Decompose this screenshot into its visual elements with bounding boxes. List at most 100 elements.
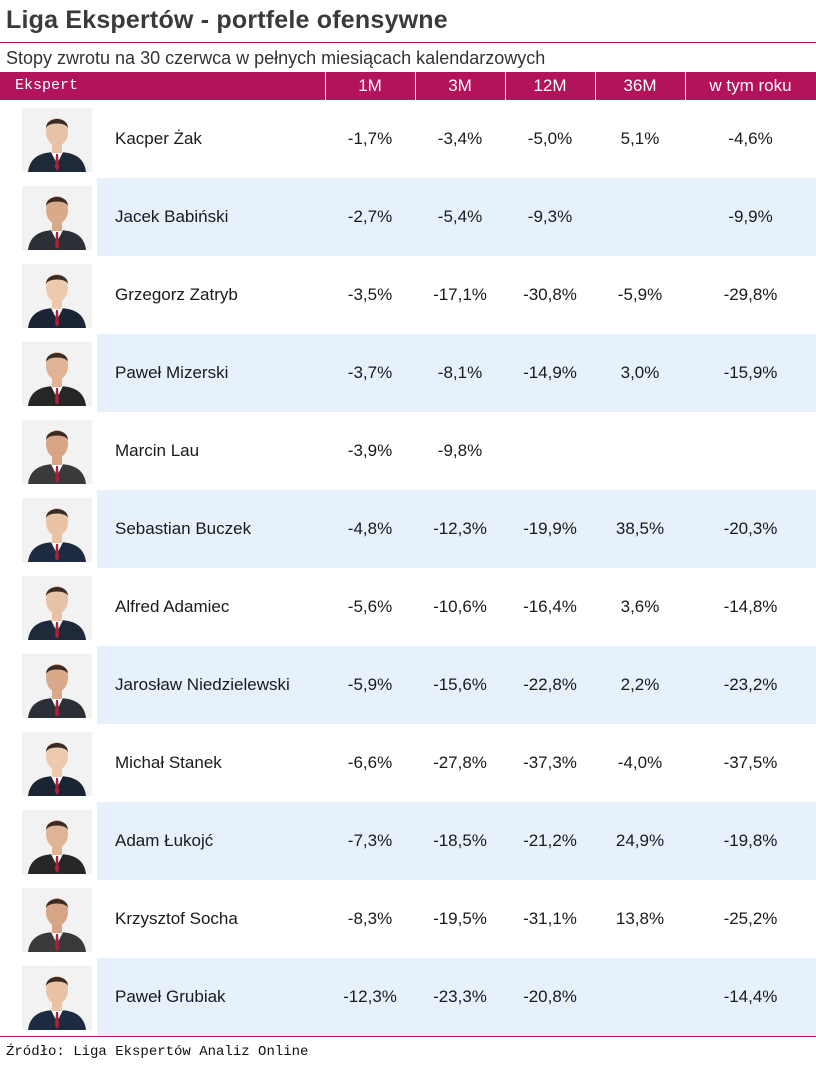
expert-photo (22, 498, 92, 562)
return-12m-cell: -16,4% (523, 597, 577, 616)
return-36m-cell: 2,2% (620, 675, 660, 694)
return-1m-cell: -12,3% (343, 987, 397, 1006)
return-3m-cell: -17,1% (433, 285, 487, 304)
expert-name: Jacek Babiński (115, 207, 229, 226)
expert-photo (22, 810, 92, 874)
expert-name: Paweł Mizerski (115, 363, 229, 382)
row-highlight (97, 802, 816, 880)
return-ytd-cell: -14,4% (723, 987, 778, 1006)
return-ytd-cell: -25,2% (723, 909, 778, 928)
column-header-1m: 1M (358, 76, 382, 95)
column-header-3m: 3M (448, 76, 472, 95)
expert-photo (22, 654, 92, 718)
return-ytd-cell: -14,8% (723, 597, 778, 616)
source-note: Źródło: Liga Ekspertów Analiz Online (6, 1044, 309, 1060)
expert-photo (22, 264, 92, 328)
return-12m-cell: -20,8% (523, 987, 577, 1006)
return-ytd-cell: -29,8% (723, 285, 778, 304)
return-36m-cell: 3,0% (620, 363, 660, 382)
return-3m-cell: -19,5% (433, 909, 487, 928)
table-row: Kacper Żak -1,7% -3,4% -5,0% 5,1% -4,6% (0, 100, 816, 178)
table-row: Sebastian Buczek -4,8% -12,3% -19,9% 38,5% -2… (0, 490, 816, 568)
return-36m-cell: 24,9% (615, 831, 665, 850)
return-36m-cell (595, 412, 685, 490)
return-36m-cell: 5,1% (620, 129, 660, 148)
footer-divider (0, 1036, 816, 1037)
return-1m-cell: -5,9% (347, 675, 393, 694)
return-12m-cell: -22,8% (523, 675, 577, 694)
row-highlight (97, 178, 816, 256)
return-1m-cell: -2,7% (347, 207, 393, 226)
return-3m-cell: -9,8% (437, 441, 483, 460)
expert-name: Krzysztof Socha (115, 909, 238, 928)
return-12m-cell: -31,1% (523, 909, 577, 928)
table-row: Marcin Lau -3,9% -9,8% (0, 412, 816, 490)
return-1m-cell: -4,8% (347, 519, 393, 538)
table-row: Jarosław Niedzielewski -5,9% -15,6% -22,8% 2… (0, 646, 816, 724)
return-12m-cell: -21,2% (523, 831, 577, 850)
row-highlight (97, 490, 816, 568)
return-12m-cell: -14,9% (523, 363, 577, 382)
return-36m-cell: 13,8% (615, 909, 665, 928)
column-header-ytd: w tym roku (709, 76, 792, 95)
return-1m-cell: -6,6% (347, 753, 393, 772)
return-3m-cell: -8,1% (437, 363, 483, 382)
table-row: Jacek Babiński -2,7% -5,4% -9,3% -9,9% (0, 178, 816, 256)
table-row: Adam Łukojć -7,3% -18,5% -21,2% 24,9% -19,8% (0, 802, 816, 880)
return-1m-cell: -3,5% (347, 285, 393, 304)
return-36m-cell: -4,0% (617, 753, 663, 772)
return-36m-cell: 3,6% (620, 597, 660, 616)
expert-name: Grzegorz Zatryb (115, 285, 238, 304)
return-ytd-cell: -9,9% (728, 207, 773, 226)
header-divider (685, 72, 686, 100)
return-3m-cell: -12,3% (433, 519, 487, 538)
return-1m-cell: -5,6% (347, 597, 393, 616)
return-ytd-cell: -23,2% (723, 675, 778, 694)
return-ytd-cell: -15,9% (723, 363, 778, 382)
expert-photo (22, 576, 92, 640)
table-row: Paweł Mizerski -3,7% -8,1% -14,9% 3,0% -15,9% (0, 334, 816, 412)
column-header-12m: 12M (533, 76, 567, 95)
table-row: Michał Stanek -6,6% -27,8% -37,3% -4,0% -37,5… (0, 724, 816, 802)
header-divider (595, 72, 596, 100)
table-row: Grzegorz Zatryb -3,5% -17,1% -30,8% -5,9% -29… (0, 256, 816, 334)
return-36m-cell (595, 958, 685, 1036)
expert-photo (22, 732, 92, 796)
return-1m-cell: -7,3% (347, 831, 393, 850)
return-1m-cell: -8,3% (347, 909, 393, 928)
expert-photo (22, 420, 92, 484)
return-ytd-cell: -19,8% (723, 831, 778, 850)
expert-name: Marcin Lau (115, 441, 200, 460)
return-1m-cell: -3,7% (347, 363, 393, 382)
expert-name: Kacper Żak (115, 129, 202, 148)
return-1m-cell: -3,9% (347, 441, 393, 460)
return-12m-cell: -9,3% (527, 207, 573, 226)
expert-photo (22, 888, 92, 952)
row-highlight (97, 334, 816, 412)
expert-photo (22, 966, 92, 1030)
page-subtitle: Stopy zwrotu na 30 czerwca w pełnych mie… (6, 48, 546, 68)
return-3m-cell: -3,4% (437, 129, 483, 148)
expert-name: Paweł Grubiak (115, 987, 226, 1006)
row-highlight (97, 958, 816, 1036)
column-header-36m: 36M (623, 76, 657, 95)
return-36m-cell: -5,9% (617, 285, 663, 304)
expert-name: Sebastian Buczek (115, 519, 252, 538)
expert-name: Michał Stanek (115, 753, 222, 772)
return-12m-cell (505, 412, 595, 490)
expert-photo (22, 108, 92, 172)
return-3m-cell: -23,3% (433, 987, 487, 1006)
column-header-expert: Ekspert (15, 77, 79, 94)
return-12m-cell: -30,8% (523, 285, 577, 304)
return-36m-cell: 38,5% (615, 519, 665, 538)
return-1m-cell: -1,7% (347, 129, 393, 148)
return-12m-cell: -19,9% (523, 519, 577, 538)
return-3m-cell: -10,6% (433, 597, 487, 616)
table-row: Krzysztof Socha -8,3% -19,5% -31,1% 13,8% -25… (0, 880, 816, 958)
return-ytd-cell: -4,6% (728, 129, 773, 148)
table-row: Alfred Adamiec -5,6% -10,6% -16,4% 3,6% -14,8… (0, 568, 816, 646)
expert-name: Adam Łukojć (115, 831, 214, 850)
return-3m-cell: -15,6% (433, 675, 487, 694)
header-divider (415, 72, 416, 100)
table-row: Paweł Grubiak -12,3% -23,3% -20,8% -14,4% (0, 958, 816, 1036)
